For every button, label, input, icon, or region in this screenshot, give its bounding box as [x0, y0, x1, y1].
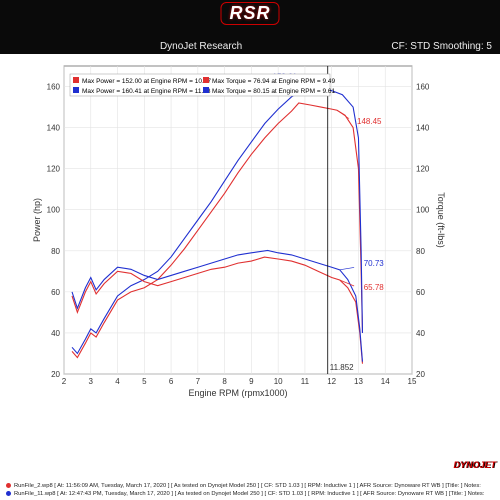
svg-text:13: 13: [354, 377, 363, 386]
svg-text:6: 6: [169, 377, 174, 386]
svg-text:11.852: 11.852: [330, 363, 354, 372]
svg-text:4: 4: [115, 377, 120, 386]
svg-text:80: 80: [416, 247, 425, 256]
svg-text:10: 10: [274, 377, 283, 386]
hdr-right: CF: STD Smoothing: 5: [391, 41, 492, 52]
svg-text:14: 14: [381, 377, 390, 386]
footer-line-2: RunFile_11.wp8 [ At: 12:47:43 PM, Tuesda…: [6, 491, 494, 498]
svg-text:2: 2: [62, 377, 67, 386]
svg-text:120: 120: [416, 165, 430, 174]
svg-text:80: 80: [51, 247, 60, 256]
svg-text:65.78: 65.78: [364, 283, 385, 292]
footer-line-1: RunFile_2.wp8 [ At: 11:56:09 AM, Tuesday…: [6, 483, 494, 490]
svg-text:20: 20: [416, 370, 425, 379]
svg-text:60: 60: [51, 288, 60, 297]
svg-text:100: 100: [416, 206, 430, 215]
svg-text:12: 12: [327, 377, 336, 386]
svg-text:8: 8: [222, 377, 227, 386]
svg-text:Max Power = 160.41 at Engine R: Max Power = 160.41 at Engine RPM = 11.48: [82, 88, 211, 95]
svg-text:20: 20: [51, 370, 60, 379]
svg-text:5: 5: [142, 377, 147, 386]
svg-text:140: 140: [416, 124, 430, 133]
dyno-report: RSR DynoJet Research CF: STD Smoothing: …: [0, 0, 500, 500]
footer-notes: RunFile_2.wp8 [ At: 11:56:09 AM, Tuesday…: [6, 483, 494, 498]
svg-text:60: 60: [416, 288, 425, 297]
svg-text:Torque (ft-lbs): Torque (ft-lbs): [436, 192, 446, 248]
hdr-center: DynoJet Research: [160, 41, 242, 52]
svg-text:11: 11: [301, 377, 310, 386]
svg-text:Engine RPM (rpmx1000): Engine RPM (rpmx1000): [188, 388, 287, 398]
svg-text:40: 40: [51, 329, 60, 338]
header-bar: RSR DynoJet Research CF: STD Smoothing: …: [0, 0, 500, 54]
svg-text:Max Torque = 76.94 at Engine R: Max Torque = 76.94 at Engine RPM = 9.49: [212, 78, 335, 85]
svg-text:70.73: 70.73: [364, 259, 385, 268]
rsr-logo: RSR: [220, 2, 279, 25]
svg-text:Power (hp): Power (hp): [32, 198, 42, 242]
svg-text:Max Power = 152.00 at Engine R: Max Power = 152.00 at Engine RPM = 10.77: [82, 78, 211, 85]
svg-text:40: 40: [416, 329, 425, 338]
svg-text:148.45: 148.45: [357, 117, 382, 126]
plot-area: 2345678910111213141520204040606080801001…: [30, 60, 470, 400]
svg-text:Max Torque = 80.15 at Engine R: Max Torque = 80.15 at Engine RPM = 9.61: [212, 88, 335, 95]
dynojet-logo: DYNOJET: [453, 460, 496, 470]
svg-text:160: 160: [416, 83, 430, 92]
hdr-spacer: [8, 41, 11, 52]
dyno-chart: 2345678910111213141520204040606080801001…: [30, 60, 446, 400]
svg-text:3: 3: [89, 377, 94, 386]
svg-text:7: 7: [196, 377, 201, 386]
svg-text:9: 9: [249, 377, 254, 386]
svg-text:120: 120: [47, 165, 61, 174]
svg-text:100: 100: [47, 206, 61, 215]
svg-text:140: 140: [47, 124, 61, 133]
svg-text:160: 160: [47, 83, 61, 92]
